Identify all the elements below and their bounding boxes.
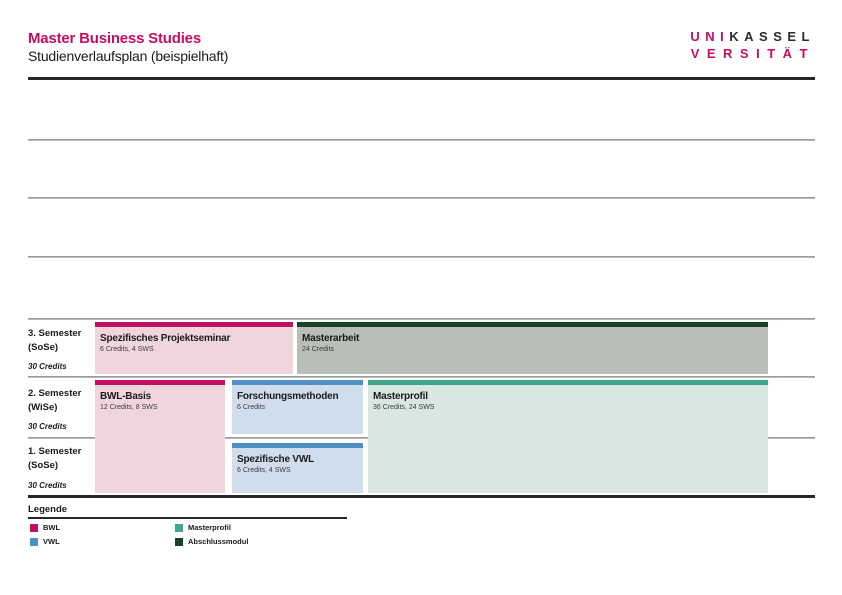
- table-top-line: [28, 318, 815, 320]
- legend-label: BWL: [43, 523, 61, 532]
- legend-item-abschlussmodul: Abschlussmodul: [175, 537, 248, 546]
- logo-line-2: VERSITÄT: [690, 46, 815, 61]
- bwl-color-swatch: [30, 523, 38, 532]
- module-masterprofil: Masterprofil 36 Credits, 24 SWS: [368, 380, 768, 493]
- masterprofil-color-swatch: [175, 523, 183, 532]
- semester-2-label: 2. Semester (WiSe): [28, 387, 81, 415]
- logo-kassel: KASSEL: [729, 29, 815, 44]
- legend-label: Masterprofil: [188, 523, 231, 532]
- vwl-color-swatch: [30, 537, 38, 546]
- module-title: Masterarbeit: [302, 333, 360, 344]
- semester-3-label: 3. Semester (SoSe): [28, 327, 81, 355]
- abschlussmodul-color-swatch: [175, 537, 183, 546]
- module-spezifisches-projektseminar: Spezifisches Projektseminar 6 Credits, 4…: [95, 322, 293, 374]
- semester-3-name: 3. Semester: [28, 328, 82, 339]
- legend-item-masterprofil: Masterprofil: [175, 523, 231, 532]
- module-title: Spezifische VWL: [237, 454, 315, 465]
- module-details: 6 Credits: [237, 404, 266, 411]
- module-details: 24 Credits: [302, 346, 334, 353]
- module-details: 12 Credits, 8 SWS: [100, 404, 158, 411]
- module-masterarbeit: Masterarbeit 24 Credits: [297, 322, 768, 374]
- row-divider-line: [28, 376, 815, 378]
- legend-item-bwl: BWL: [30, 523, 60, 532]
- module-title: Spezifisches Projektseminar: [100, 333, 231, 344]
- semester-3-term: (SoSe): [28, 342, 59, 353]
- legend-heading: Legende: [28, 504, 68, 515]
- semester-2-name: 2. Semester: [28, 388, 82, 399]
- page-subtitle: Studienverlaufsplan (beispielhaft): [28, 48, 229, 64]
- rule-line: [28, 139, 815, 141]
- rule-line: [28, 256, 815, 258]
- module-details: 6 Credits, 4 SWS: [100, 346, 154, 353]
- legend-divider-line: [28, 517, 347, 519]
- semester-2-credits: 30 Credits: [28, 422, 67, 431]
- semester-3-credits: 30 Credits: [28, 362, 67, 371]
- uni-kassel-logo: UNIKASSEL VERSITÄT: [690, 28, 815, 62]
- page-title: Master Business Studies: [28, 30, 201, 47]
- module-bwl-basis: BWL-Basis 12 Credits, 8 SWS: [95, 380, 225, 493]
- table-bottom-line: [28, 495, 815, 498]
- semester-1-label: 1. Semester (SoSe): [28, 445, 81, 473]
- legend-label: Abschlussmodul: [188, 537, 249, 546]
- semester-1-credits: 30 Credits: [28, 481, 67, 490]
- header-divider-line: [28, 77, 815, 80]
- legend-label: VWL: [43, 537, 60, 546]
- module-details: 6 Credits, 4 SWS: [237, 467, 291, 474]
- rule-line: [28, 197, 815, 199]
- module-title: Masterprofil: [373, 391, 428, 402]
- semester-1-name: 1. Semester: [28, 446, 82, 457]
- module-forschungsmethoden: Forschungsmethoden 6 Credits: [232, 380, 363, 434]
- module-details: 36 Credits, 24 SWS: [373, 404, 435, 411]
- logo-line-1: UNIKASSEL: [690, 28, 815, 45]
- module-title: Forschungsmethoden: [237, 391, 339, 402]
- logo-uni: UNI: [690, 29, 730, 44]
- legend-item-vwl: VWL: [30, 537, 60, 546]
- module-spezifische-vwl: Spezifische VWL 6 Credits, 4 SWS: [232, 443, 363, 493]
- module-title: BWL-Basis: [100, 391, 151, 402]
- semester-1-term: (SoSe): [28, 460, 59, 471]
- semester-2-term: (WiSe): [28, 402, 58, 413]
